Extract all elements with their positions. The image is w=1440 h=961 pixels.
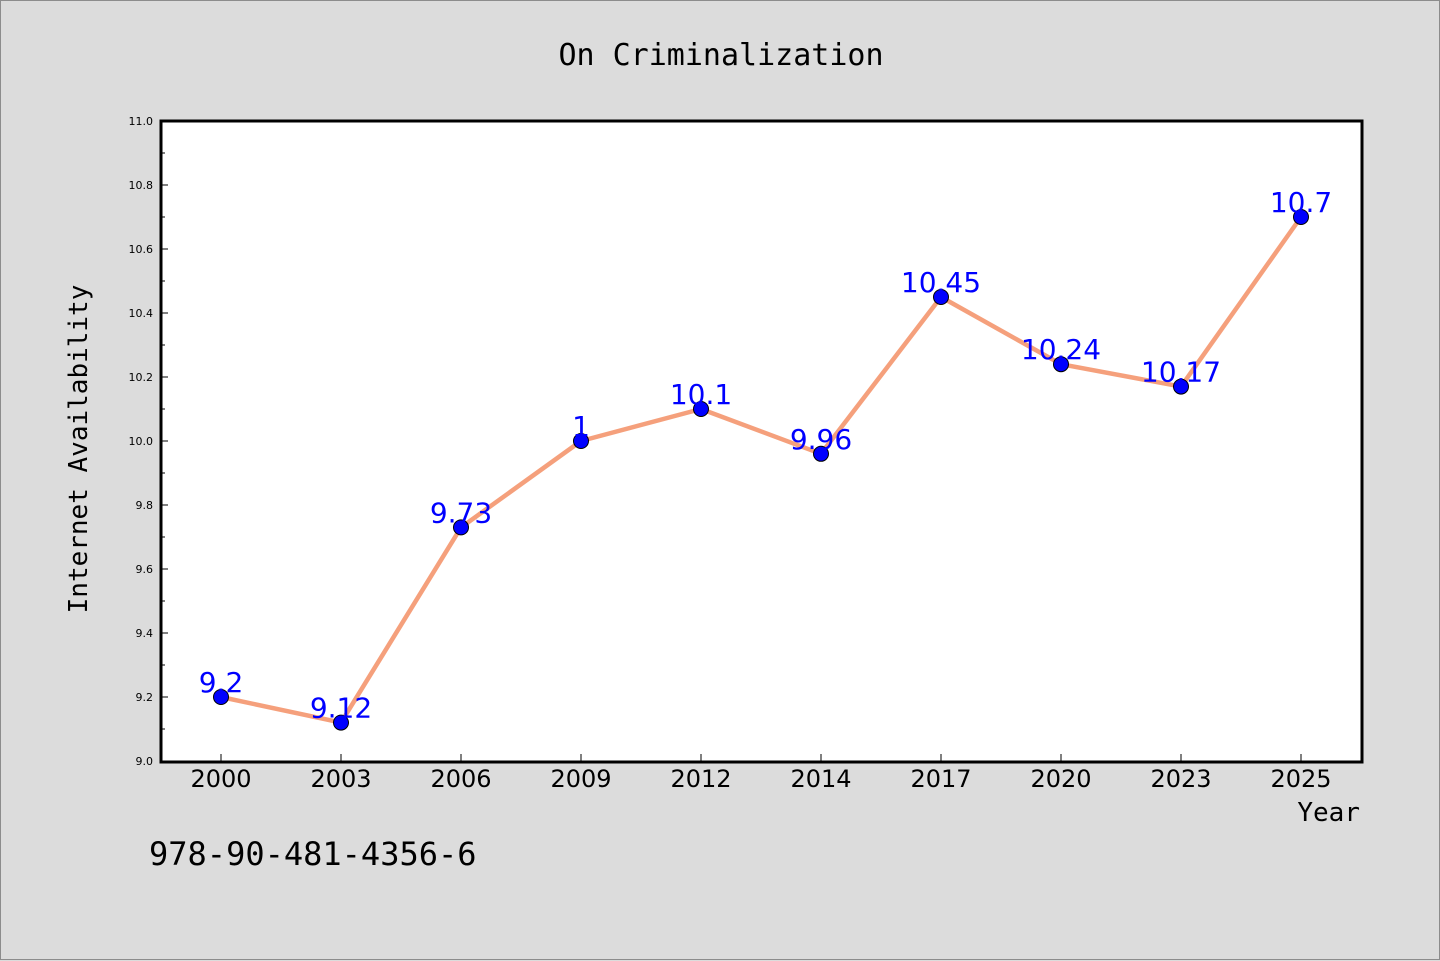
y-axis-ticks: 9.0 9.2 9.4 9.6 9.8 10.0 10.2 10.4 10.6 10.8 11.0 (129, 115, 168, 768)
data-point-label: 9.73 (430, 496, 492, 529)
isbn-text: 978-90-481-4356-6 (149, 835, 477, 873)
data-point-label: 10.45 (901, 266, 981, 299)
y-tick-label: 9.4 (136, 627, 154, 640)
x-tick-label: 2014 (790, 765, 851, 793)
data-point-marker (813, 445, 829, 462)
x-tick-label: 2012 (670, 765, 731, 793)
x-tick-label: 2006 (430, 765, 491, 793)
data-point-marker (213, 689, 229, 705)
x-tick-label: 2023 (1150, 765, 1211, 793)
data-point-label: 9.12 (310, 692, 372, 725)
y-axis-label: Internet Availability (64, 285, 94, 614)
data-point-label: 10.24 (1021, 333, 1101, 366)
data-point-labels: 9.2 9.12 9.73 1 10.1 9.96 10.45 10.24 10.17 10.7 (199, 186, 1332, 725)
y-tick-label: 11.0 (129, 115, 154, 128)
x-axis-ticks: 2000 2003 2006 2009 2012 2014 2017 2020 2023 2025 (190, 754, 1332, 793)
y-tick-label: 10.4 (129, 307, 154, 320)
y-tick-label: 9.8 (136, 499, 154, 512)
y-tick-label: 9.2 (136, 691, 154, 704)
data-point-marker (453, 519, 469, 536)
y-tick-label: 10.8 (129, 179, 154, 192)
data-point-label: 10.7 (1270, 186, 1332, 219)
data-point-marker (333, 714, 349, 731)
data-point-label: 10.17 (1141, 356, 1221, 389)
data-point-marker (1293, 209, 1309, 225)
y-tick-label: 10.0 (129, 435, 154, 448)
data-point-marker (573, 433, 589, 449)
y-tick-label: 10.2 (129, 371, 154, 384)
plot-area (159, 119, 1364, 764)
data-point-marker (1173, 378, 1189, 395)
x-tick-label: 2009 (550, 765, 611, 793)
data-point-markers (213, 209, 1309, 731)
data-point-label: 1 (572, 410, 590, 443)
x-tick-label: 2020 (1030, 765, 1091, 793)
chart-title: On Criminalization (558, 38, 883, 73)
x-axis-label: Year (1297, 798, 1360, 828)
data-point-label: 9.2 (199, 666, 244, 699)
y-tick-label: 9.6 (136, 563, 154, 576)
y-tick-label: 10.6 (129, 243, 154, 256)
data-point-label: 10.1 (670, 378, 732, 411)
data-point-marker (933, 289, 949, 305)
x-tick-label: 2017 (910, 765, 971, 793)
data-point-marker (693, 401, 709, 417)
x-tick-label: 2025 (1270, 765, 1331, 793)
series-line (218, 214, 1304, 725)
x-tick-label: 2000 (190, 765, 251, 793)
y-tick-label: 9.0 (136, 755, 154, 768)
data-point-marker (1053, 356, 1069, 373)
x-tick-label: 2003 (310, 765, 371, 793)
data-point-label: 9.96 (790, 423, 852, 456)
